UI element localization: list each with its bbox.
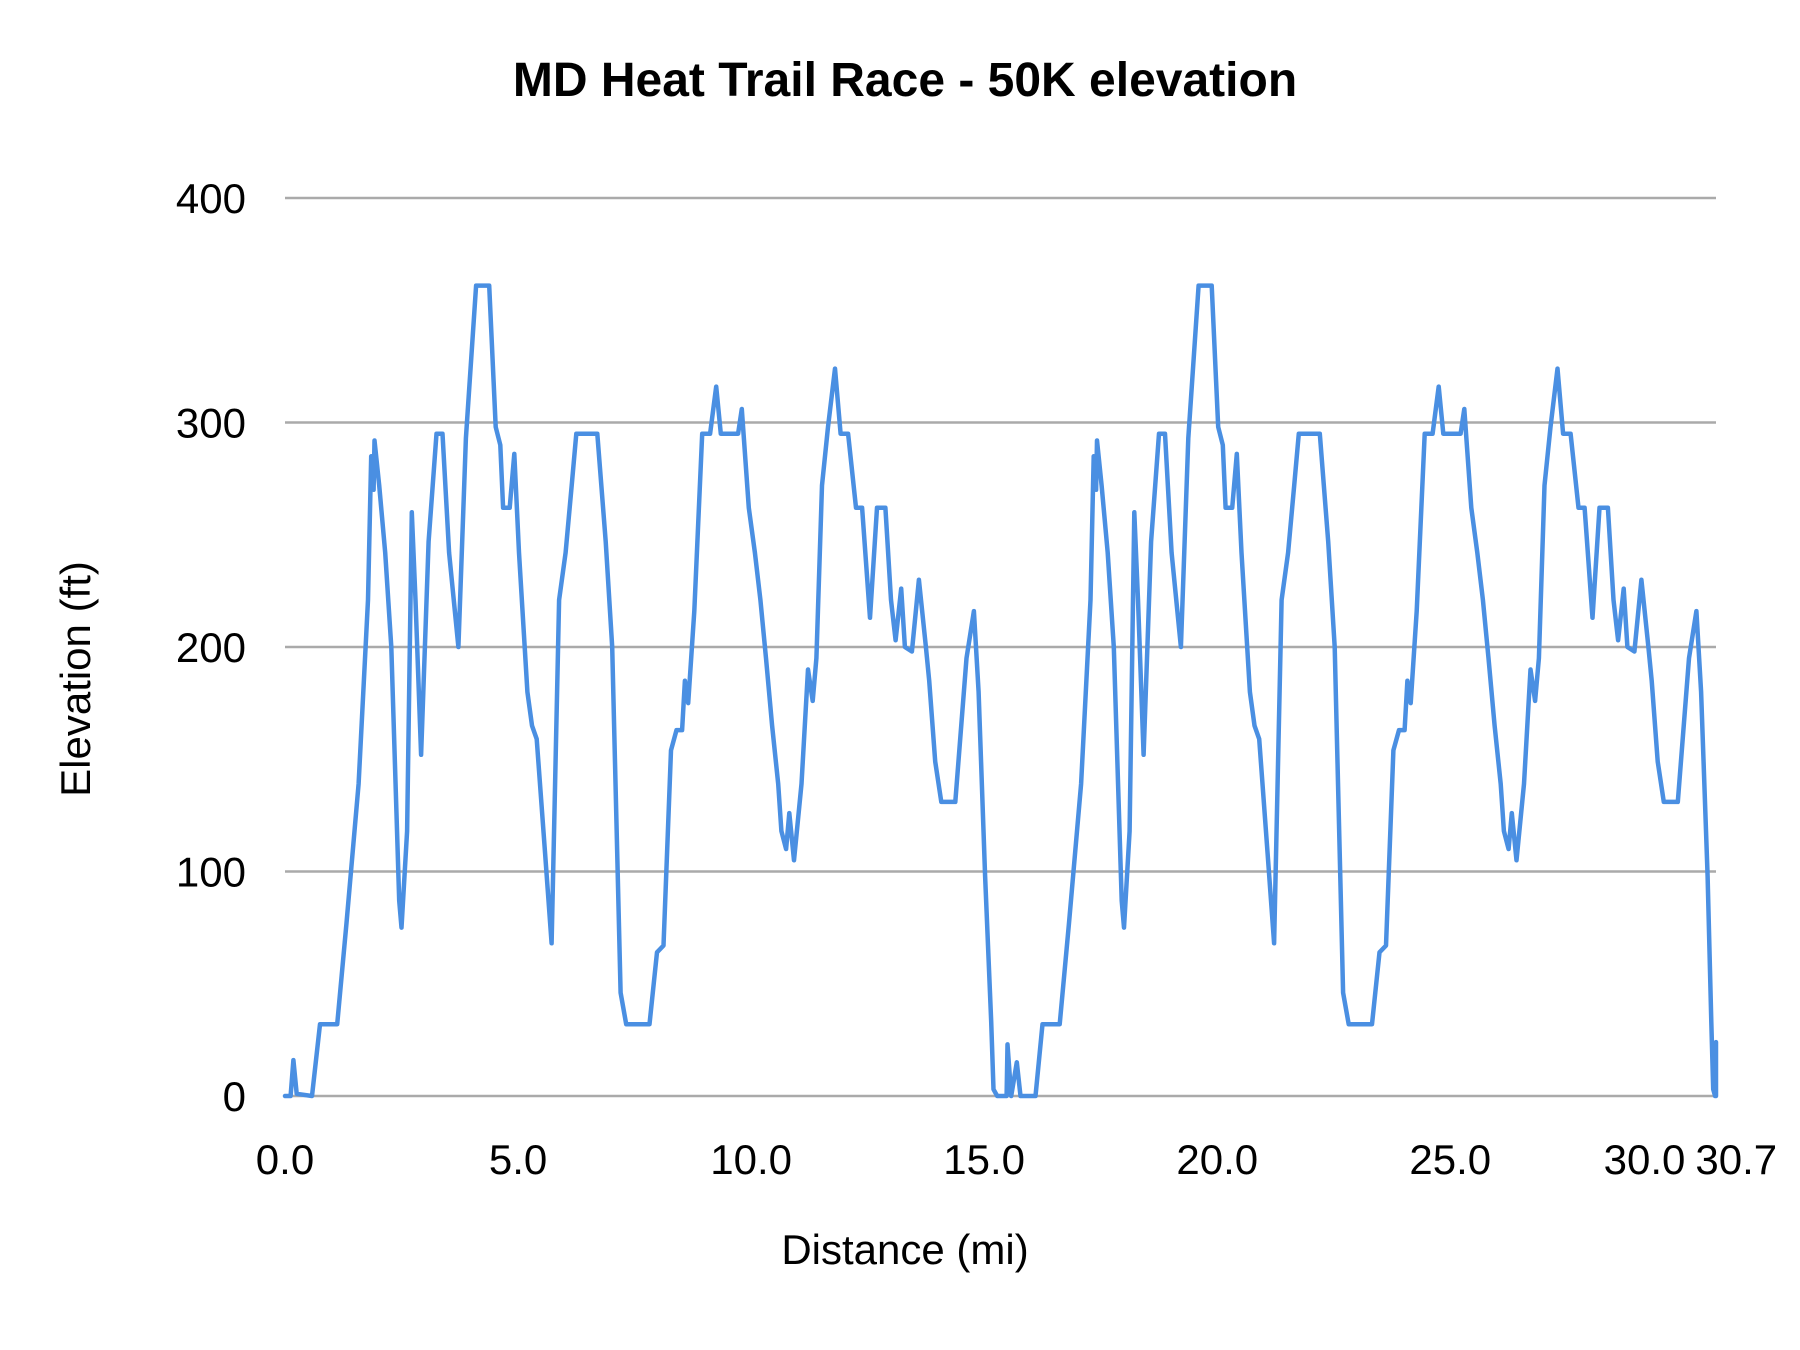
x-tick-label: 30.7 [1695, 1136, 1777, 1183]
chart-title: MD Heat Trail Race - 50K elevation [513, 54, 1297, 107]
x-tick-label: 5.0 [489, 1136, 547, 1183]
elevation-series-line [282, 283, 1719, 1099]
x-axis-ticks: 0.0 5.0 10.0 15.0 20.0 25.0 30.0 30.7 [256, 1136, 1777, 1183]
x-tick-label: 0.0 [256, 1136, 314, 1183]
y-tick-label: 0 [223, 1073, 246, 1120]
y-axis-title: Elevation (ft) [52, 561, 99, 797]
y-tick-label: 200 [176, 624, 246, 671]
x-tick-label: 20.0 [1176, 1136, 1258, 1183]
y-tick-label: 400 [176, 175, 246, 222]
x-tick-label: 15.0 [943, 1136, 1025, 1183]
y-axis-ticks: 0 100 200 300 400 [176, 175, 246, 1120]
y-tick-label: 100 [176, 849, 246, 896]
x-tick-label: 25.0 [1409, 1136, 1491, 1183]
x-axis-title: Distance (mi) [781, 1226, 1028, 1273]
x-tick-label: 10.0 [710, 1136, 792, 1183]
y-tick-label: 300 [176, 400, 246, 447]
x-tick-label: 30.0 [1604, 1136, 1686, 1183]
gridlines [285, 196, 1716, 1098]
